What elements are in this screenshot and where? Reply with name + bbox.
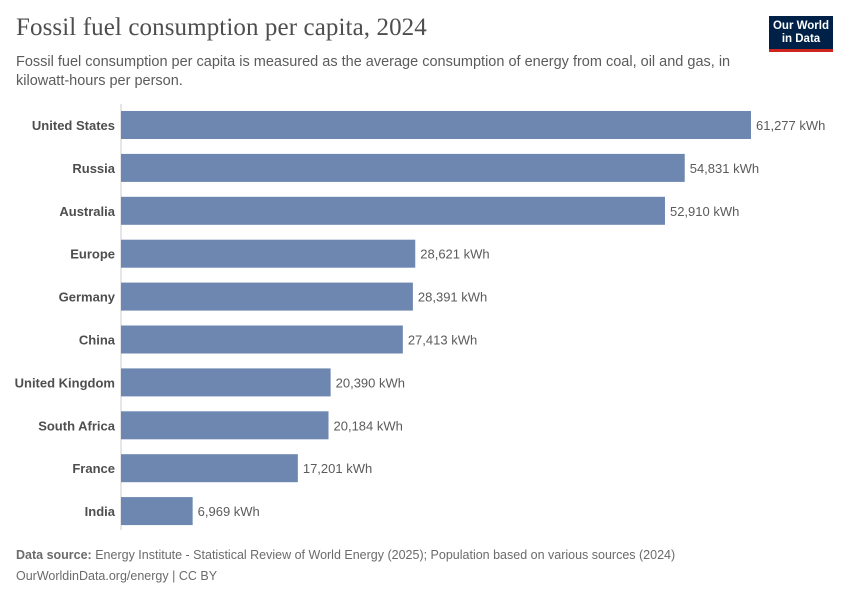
logo-line-1: Our World	[772, 20, 829, 32]
value-label: 52,910 kWh	[670, 204, 739, 219]
category-label: France	[72, 461, 115, 476]
category-label: United States	[32, 118, 115, 133]
category-label: Australia	[59, 204, 115, 219]
logo-line-2: in Data	[781, 33, 821, 45]
bar[interactable]	[121, 411, 329, 440]
bar[interactable]	[121, 153, 685, 182]
license-link[interactable]: CC BY	[178, 569, 218, 583]
category-label: Europe	[70, 247, 115, 262]
value-label: 28,621 kWh	[420, 247, 489, 262]
footer-separator: |	[172, 569, 176, 583]
value-label: 20,184 kWh	[334, 418, 403, 433]
bar[interactable]	[121, 282, 413, 311]
bar[interactable]	[121, 368, 331, 397]
bar[interactable]	[121, 454, 298, 483]
category-label: Germany	[59, 290, 116, 305]
data-source: Data source: Energy Institute - Statisti…	[16, 548, 675, 562]
bar[interactable]	[121, 325, 403, 354]
value-label: 6,969 kWh	[198, 504, 260, 519]
category-label: China	[79, 333, 116, 348]
bar[interactable]	[121, 497, 193, 526]
category-label: United Kingdom	[15, 375, 115, 390]
bar[interactable]	[121, 196, 665, 225]
bar-chart: United States 61,277 kWh Russia 54,831 kWh A…	[15, 104, 825, 530]
value-label: 61,277 kWh	[756, 118, 825, 133]
value-label: 54,831 kWh	[690, 161, 759, 176]
value-label: 17,201 kWh	[303, 461, 372, 476]
value-label: 27,413 kWh	[408, 333, 477, 348]
chart-title: Fossil fuel consumption per capita, 2024	[16, 14, 427, 41]
chart-subtitle: Fossil fuel consumption per capita is me…	[16, 54, 731, 89]
value-label: 20,390 kWh	[336, 375, 405, 390]
source-url-link[interactable]: OurWorldinData.org/energy	[16, 569, 169, 583]
value-label: 28,391 kWh	[418, 290, 487, 305]
category-label: South Africa	[38, 418, 116, 433]
category-label: India	[85, 504, 116, 519]
data-source-text: Energy Institute - Statistical Review of…	[95, 548, 676, 562]
footer-links: OurWorldinData.org/energy | CC BY	[16, 569, 217, 583]
data-source-label: Data source:	[16, 548, 92, 562]
owid-logo[interactable]: Our World in Data	[769, 16, 833, 52]
bar[interactable]	[121, 111, 751, 139]
bar[interactable]	[121, 239, 416, 268]
category-label: Russia	[72, 161, 115, 176]
